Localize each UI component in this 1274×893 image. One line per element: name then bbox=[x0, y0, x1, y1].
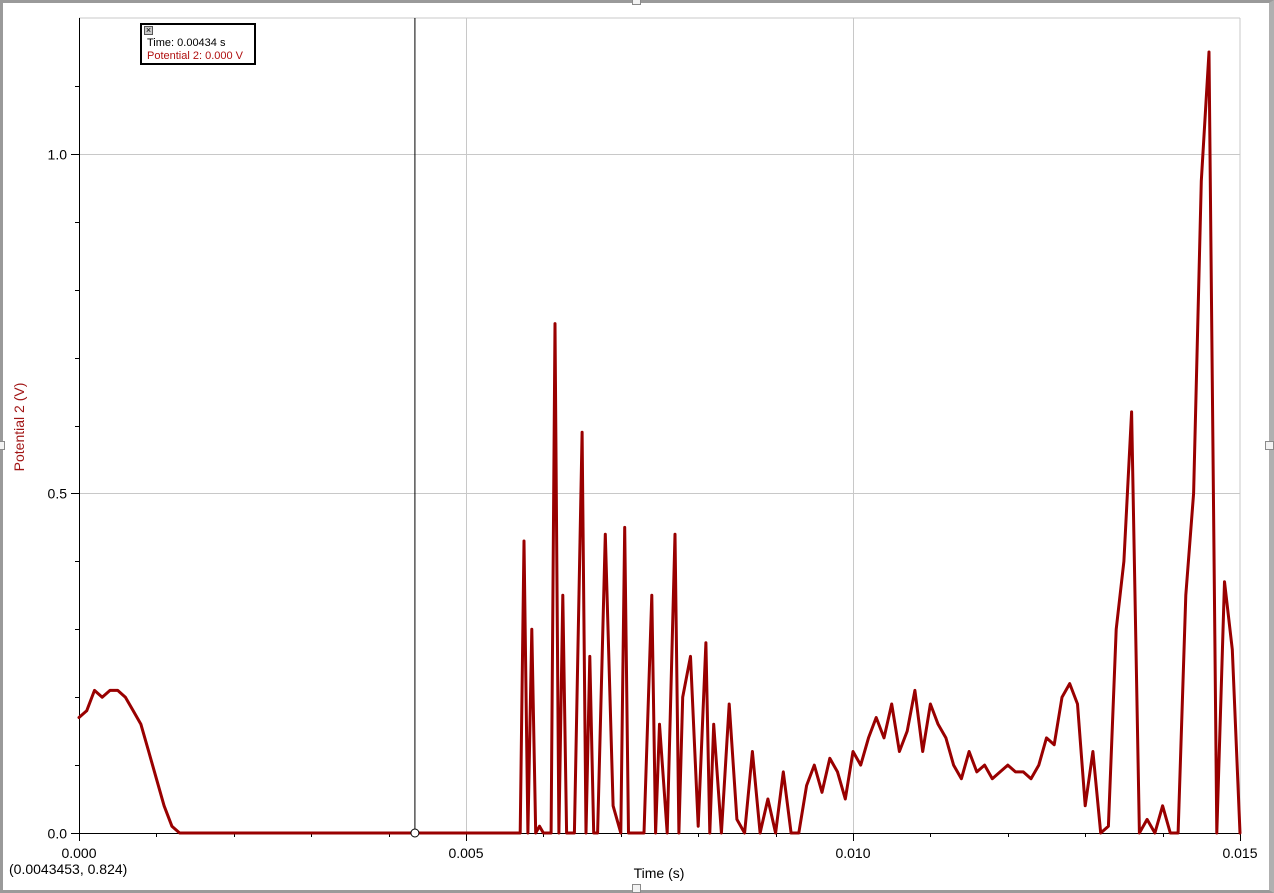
x-tick-label: 0.010 bbox=[835, 845, 870, 861]
y-axis-label: Potential 2 (V) bbox=[11, 383, 27, 472]
coordinate-readout: (0.0043453, 0.824) bbox=[9, 861, 128, 877]
resize-handle-left[interactable] bbox=[0, 441, 5, 450]
y-tick-label: 1.0 bbox=[48, 147, 68, 163]
x-tick-label: 0.000 bbox=[61, 845, 96, 861]
x-tick-label: 0.015 bbox=[1222, 845, 1257, 861]
close-icon[interactable]: × bbox=[144, 25, 153, 35]
cursor-time-label: Time: 0.00434 s bbox=[147, 37, 226, 49]
x-tick-label: 0.005 bbox=[448, 845, 483, 861]
tick-marks bbox=[71, 86, 1241, 841]
tick-labels: 0.000 0.005 0.010 0.015 0.0 0.5 1.0 bbox=[48, 147, 1258, 862]
cursor-marker[interactable] bbox=[410, 828, 420, 838]
resize-handle-top[interactable] bbox=[632, 0, 641, 5]
cursor-readout-box: × Time: 0.00434 s Potential 2: 0.000 V bbox=[140, 23, 256, 65]
x-axis-label: Time (s) bbox=[634, 865, 685, 881]
series-line bbox=[77, 50, 1242, 835]
cursor-potential-label: Potential 2: 0.000 V bbox=[147, 50, 244, 62]
y-tick-label: 0.0 bbox=[48, 826, 68, 842]
series-group bbox=[77, 50, 1242, 835]
y-tick-label: 0.5 bbox=[48, 486, 68, 502]
grid-lines bbox=[79, 17, 1241, 833]
axes bbox=[79, 18, 1240, 834]
